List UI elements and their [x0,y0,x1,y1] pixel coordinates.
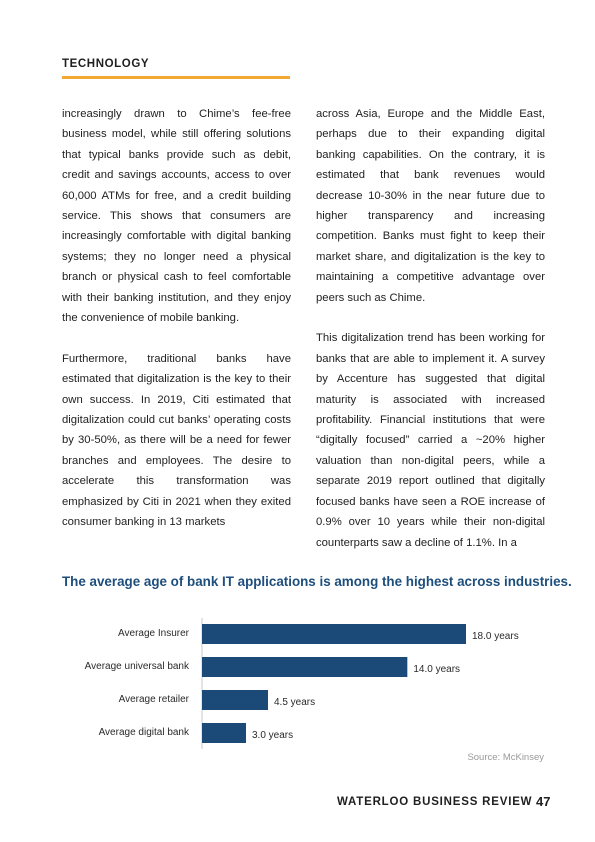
chart-category-label: Average digital bank [98,727,189,738]
left-column: increasingly drawn to Chime’s fee-free b… [62,104,291,533]
right-paragraph-2: This digitalization trend has been worki… [316,332,545,549]
right-paragraph-1: across Asia, Europe and the Middle East,… [316,108,545,304]
right-column: across Asia, Europe and the Middle East,… [316,104,545,553]
page-number: 47 [536,794,551,809]
chart-title: The average age of bank IT applications … [62,574,572,589]
chart-bar [202,624,466,644]
chart-category-label: Average retailer [118,694,189,705]
chart-bar [202,723,246,743]
chart-value-label: 4.5 years [274,697,316,708]
left-paragraph-2: Furthermore, traditional banks have esti… [62,352,291,529]
chart-category-label: Average universal bank [84,661,189,672]
chart-source: Source: McKinsey [467,752,544,763]
section-rule [62,76,290,79]
chart-bar [202,657,408,677]
chart-value-label: 3.0 years [252,730,294,741]
chart-value-label: 18.0 years [472,631,519,642]
chart-category-label: Average Insurer [118,628,189,639]
footer-publication: WATERLOO BUSINESS REVIEW [337,796,533,808]
section-label: TECHNOLOGY [62,58,150,70]
chart-value-label: 14.0 years [413,664,461,675]
left-paragraph-1: increasingly drawn to Chime’s fee-free b… [62,108,291,325]
chart-bar [202,690,268,710]
